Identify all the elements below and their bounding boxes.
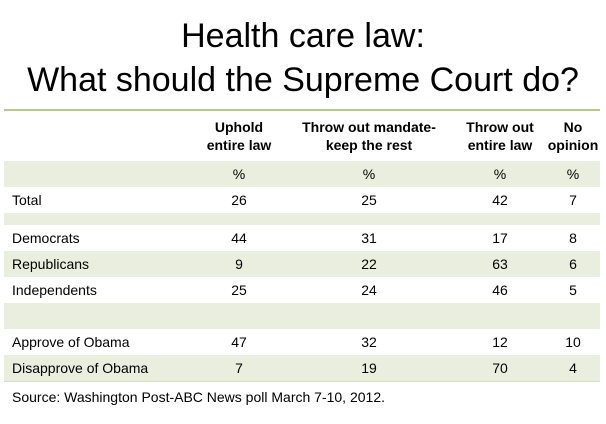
table-cell: 26 (231, 192, 247, 208)
table-row-independents: Independents 25 24 46 5 (4, 277, 600, 303)
unit-cell: % (232, 166, 246, 182)
poll-table: Uphold entire law Throw out mandate- kee… (4, 109, 600, 412)
table-cell: 46 (492, 282, 508, 298)
row-label: Disapprove of Obama (12, 360, 149, 376)
table-cell: 12 (492, 334, 508, 350)
table-cell: 10 (565, 334, 581, 350)
table-cell: 63 (492, 256, 508, 272)
row-spacer (4, 303, 600, 329)
table-row-democrats: Democrats 44 31 17 8 (4, 225, 600, 251)
table-cell: 8 (569, 230, 577, 246)
col-header-text: Uphold (214, 119, 264, 135)
table-cell: 17 (492, 230, 508, 246)
table-cell: 4 (569, 360, 577, 376)
table-row-approve-obama: Approve of Obama 47 32 12 10 (4, 329, 600, 355)
row-label: Democrats (12, 230, 80, 246)
col-header-text: entire law (467, 137, 533, 153)
unit-cell: % (362, 166, 376, 182)
table-row-disapprove-obama: Disapprove of Obama 7 19 70 4 (4, 355, 600, 381)
header-row: Uphold entire law Throw out mandate- kee… (4, 111, 600, 161)
table-cell: 9 (235, 256, 243, 272)
col-header-throw-mandate: Throw out mandate- keep the rest (284, 118, 454, 154)
row-spacer (4, 213, 600, 225)
col-header-uphold: Uphold entire law (194, 118, 284, 154)
col-header-text: Throw out mandate- (302, 119, 436, 135)
table-cell: 24 (361, 282, 377, 298)
col-header-text: Throw out (466, 119, 534, 135)
table-cell: 42 (492, 192, 508, 208)
table-cell: 22 (361, 256, 377, 272)
unit-cell: % (493, 166, 507, 182)
table-cell: 70 (492, 360, 508, 376)
table-cell: 7 (569, 192, 577, 208)
table-cell: 5 (569, 282, 577, 298)
table-cell: 6 (569, 256, 577, 272)
row-label: Republicans (12, 256, 90, 272)
title-line-2: What should the Supreme Court do? (27, 61, 579, 99)
row-label: Total (12, 192, 42, 208)
table-row-total: Total 26 25 42 7 (4, 187, 600, 213)
table-cell: 7 (235, 360, 243, 376)
table-cell: 19 (361, 360, 377, 376)
chart-title: Health care law: What should the Supreme… (0, 14, 606, 102)
unit-cell: % (566, 166, 580, 182)
table-row-republicans: Republicans 9 22 63 6 (4, 251, 600, 277)
source-note: Source: Washington Post-ABC News poll Ma… (12, 389, 385, 405)
col-header-no-opinion: No opinion (546, 118, 600, 154)
table-cell: 25 (361, 192, 377, 208)
title-line-1: Health care law: (181, 17, 425, 55)
unit-row: % % % % (4, 161, 600, 187)
row-label: Independents (12, 282, 97, 298)
col-header-text: opinion (547, 137, 599, 153)
col-header-text: keep the rest (325, 137, 413, 153)
col-header-throw-entire: Throw out entire law (454, 118, 546, 154)
col-header-text: No (563, 119, 583, 135)
source-row: Source: Washington Post-ABC News poll Ma… (4, 381, 600, 412)
table-cell: 31 (361, 230, 377, 246)
table-cell: 25 (231, 282, 247, 298)
table-cell: 44 (231, 230, 247, 246)
table-cell: 47 (231, 334, 247, 350)
row-label: Approve of Obama (12, 334, 130, 350)
col-header-text: entire law (206, 137, 272, 153)
table-cell: 32 (361, 334, 377, 350)
